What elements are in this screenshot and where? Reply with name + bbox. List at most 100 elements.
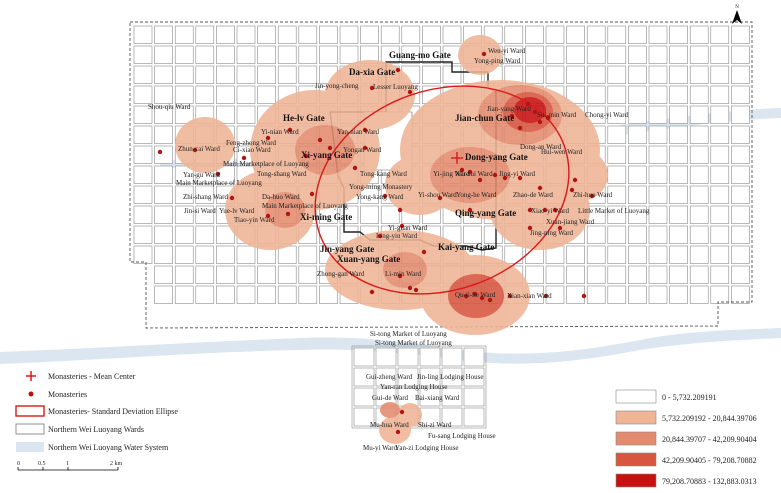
ward-cell [731,225,750,244]
ward-cell [195,85,215,104]
density-zone [175,117,235,173]
monastery-point [479,295,485,301]
monastery-point [527,207,533,213]
ward-cell [648,25,668,44]
north-label: N [735,5,739,10]
monastery-point [545,115,551,121]
ward-cell [298,245,318,264]
density-legend-label: 5,732.209192 - 20,844.39706 [662,414,757,423]
legend-mean-center: Monasteries - Mean Center [26,371,136,381]
monastery-point [459,167,465,173]
scale-tick-1: 0.5 [38,461,46,467]
monastery-point [369,289,375,295]
southern-extension [351,345,487,429]
ward-label: Jian-yang Ward [487,105,531,113]
ward-cell [689,65,709,84]
ward-cell [628,145,647,164]
ward-cell [133,85,153,104]
ward-label: Main Marketplace of Luoyang [223,160,309,168]
legend-mean-center-label: Monasteries - Mean Center [48,372,136,381]
ward-cell [566,245,585,264]
monastery-point [285,211,291,217]
ward-cell [689,185,709,204]
monastery-point [437,195,443,201]
gate-label: Qing-yang Gate [455,208,516,218]
ward-cell [689,245,709,264]
ward-cell [257,285,276,304]
monastery-point [327,145,333,151]
ward-label: Zhong-gan Ward [317,270,365,278]
ward-cell [174,165,194,184]
monastery-points [157,51,595,435]
ward-label: Xiu-sui Ward [455,170,493,178]
ward-cell [422,45,441,64]
monastery-point [537,185,543,191]
ward-grid [133,25,750,427]
ward-cell [236,105,256,124]
monastery-point [399,409,405,415]
ward-cell [195,265,215,284]
ward-cell [419,347,441,367]
ward-cell [463,407,485,427]
ward-cell [375,347,397,367]
ward-cell [669,145,688,164]
monastery-point [517,175,523,181]
ward-cell [442,25,462,44]
legend-monasteries-label: Monasteries [48,390,87,399]
ward-cell [195,65,215,84]
ward-cell [545,265,565,284]
ward-cell [133,225,153,244]
ward-cell [375,367,397,387]
ward-cell [133,245,153,264]
ward-cell [441,367,463,387]
ward-label: Feng-zhong Ward [226,139,277,147]
ward-cell [689,105,709,124]
legend-wards: Northern Wei Luoyang Wards [15,423,144,435]
ward-cell [216,265,235,284]
monastery-point [589,193,595,199]
ward-cell [133,25,153,44]
ward-cell [277,65,297,84]
ward-cell [133,165,153,184]
monastery-point [192,147,198,153]
ward-label: Si-tong Market of Luoyang [375,339,452,347]
density-zone [552,149,608,201]
ward-cell [648,105,668,124]
monastery-point [542,207,548,213]
gate-label: He-lv Gate [283,113,325,123]
ward-label: Da-huo Ward [262,193,300,201]
gate-label: Dong-yang Gate [465,152,528,162]
ward-cell [154,145,173,164]
ward-cell [689,145,709,164]
ward-cell [463,347,485,367]
ward-cell [174,85,194,104]
ward-cell [236,45,256,64]
density-zone [398,403,422,427]
density-legend-swatch [615,410,657,425]
ward-cell [216,25,235,44]
ward-cell [216,85,235,104]
ward-cell [607,165,627,184]
ward-cell [607,125,627,144]
ward-cell [689,45,709,64]
monastery-point [517,125,523,131]
monastery-point [362,127,368,133]
ward-cell [648,285,668,304]
ward-cell [380,25,400,44]
density-legend-label: 42,209.90405 - 79,208.70882 [662,456,757,465]
ward-cell [401,25,421,44]
monastery-point [509,113,515,119]
ward-cell [216,65,235,84]
ward-cell [710,45,730,64]
ward-label: Zhun-cai Ward [178,145,220,153]
ward-label: Qu-ji-he Ward [455,291,496,299]
monastery-point [552,207,558,213]
ward-cell [731,185,750,204]
north-arrow-icon: N [732,5,742,24]
density-surface [175,35,608,444]
ward-label: Si-tong Market of Luoyang [370,330,447,338]
ward-cell [174,285,194,304]
ward-cell [648,65,668,84]
ward-cell [648,45,668,64]
legend-ellipse-label: Monasteries- Standard Deviation Ellipse [48,407,178,416]
